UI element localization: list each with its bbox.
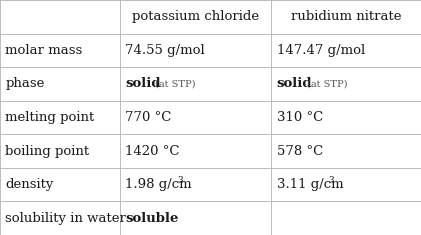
Text: 147.47 g/mol: 147.47 g/mol bbox=[277, 44, 365, 57]
Text: 770 °C: 770 °C bbox=[125, 111, 172, 124]
Text: 3: 3 bbox=[329, 176, 334, 185]
Text: 1.98 g/cm: 1.98 g/cm bbox=[125, 178, 192, 191]
Text: solid: solid bbox=[125, 77, 161, 90]
Text: (at STP): (at STP) bbox=[306, 79, 347, 88]
Text: soluble: soluble bbox=[125, 212, 179, 225]
Text: 74.55 g/mol: 74.55 g/mol bbox=[125, 44, 205, 57]
Text: (at STP): (at STP) bbox=[155, 79, 196, 88]
Text: melting point: melting point bbox=[5, 111, 95, 124]
Text: 3.11 g/cm: 3.11 g/cm bbox=[277, 178, 343, 191]
Text: 310 °C: 310 °C bbox=[277, 111, 323, 124]
Text: potassium chloride: potassium chloride bbox=[132, 10, 259, 23]
Text: 1420 °C: 1420 °C bbox=[125, 145, 180, 158]
Text: molar mass: molar mass bbox=[5, 44, 83, 57]
Text: phase: phase bbox=[5, 77, 45, 90]
Text: 3: 3 bbox=[178, 176, 183, 185]
Text: 578 °C: 578 °C bbox=[277, 145, 323, 158]
Text: density: density bbox=[5, 178, 54, 191]
Text: boiling point: boiling point bbox=[5, 145, 90, 158]
Text: solid: solid bbox=[277, 77, 312, 90]
Text: solubility in water: solubility in water bbox=[5, 212, 126, 225]
Text: rubidium nitrate: rubidium nitrate bbox=[291, 10, 401, 23]
